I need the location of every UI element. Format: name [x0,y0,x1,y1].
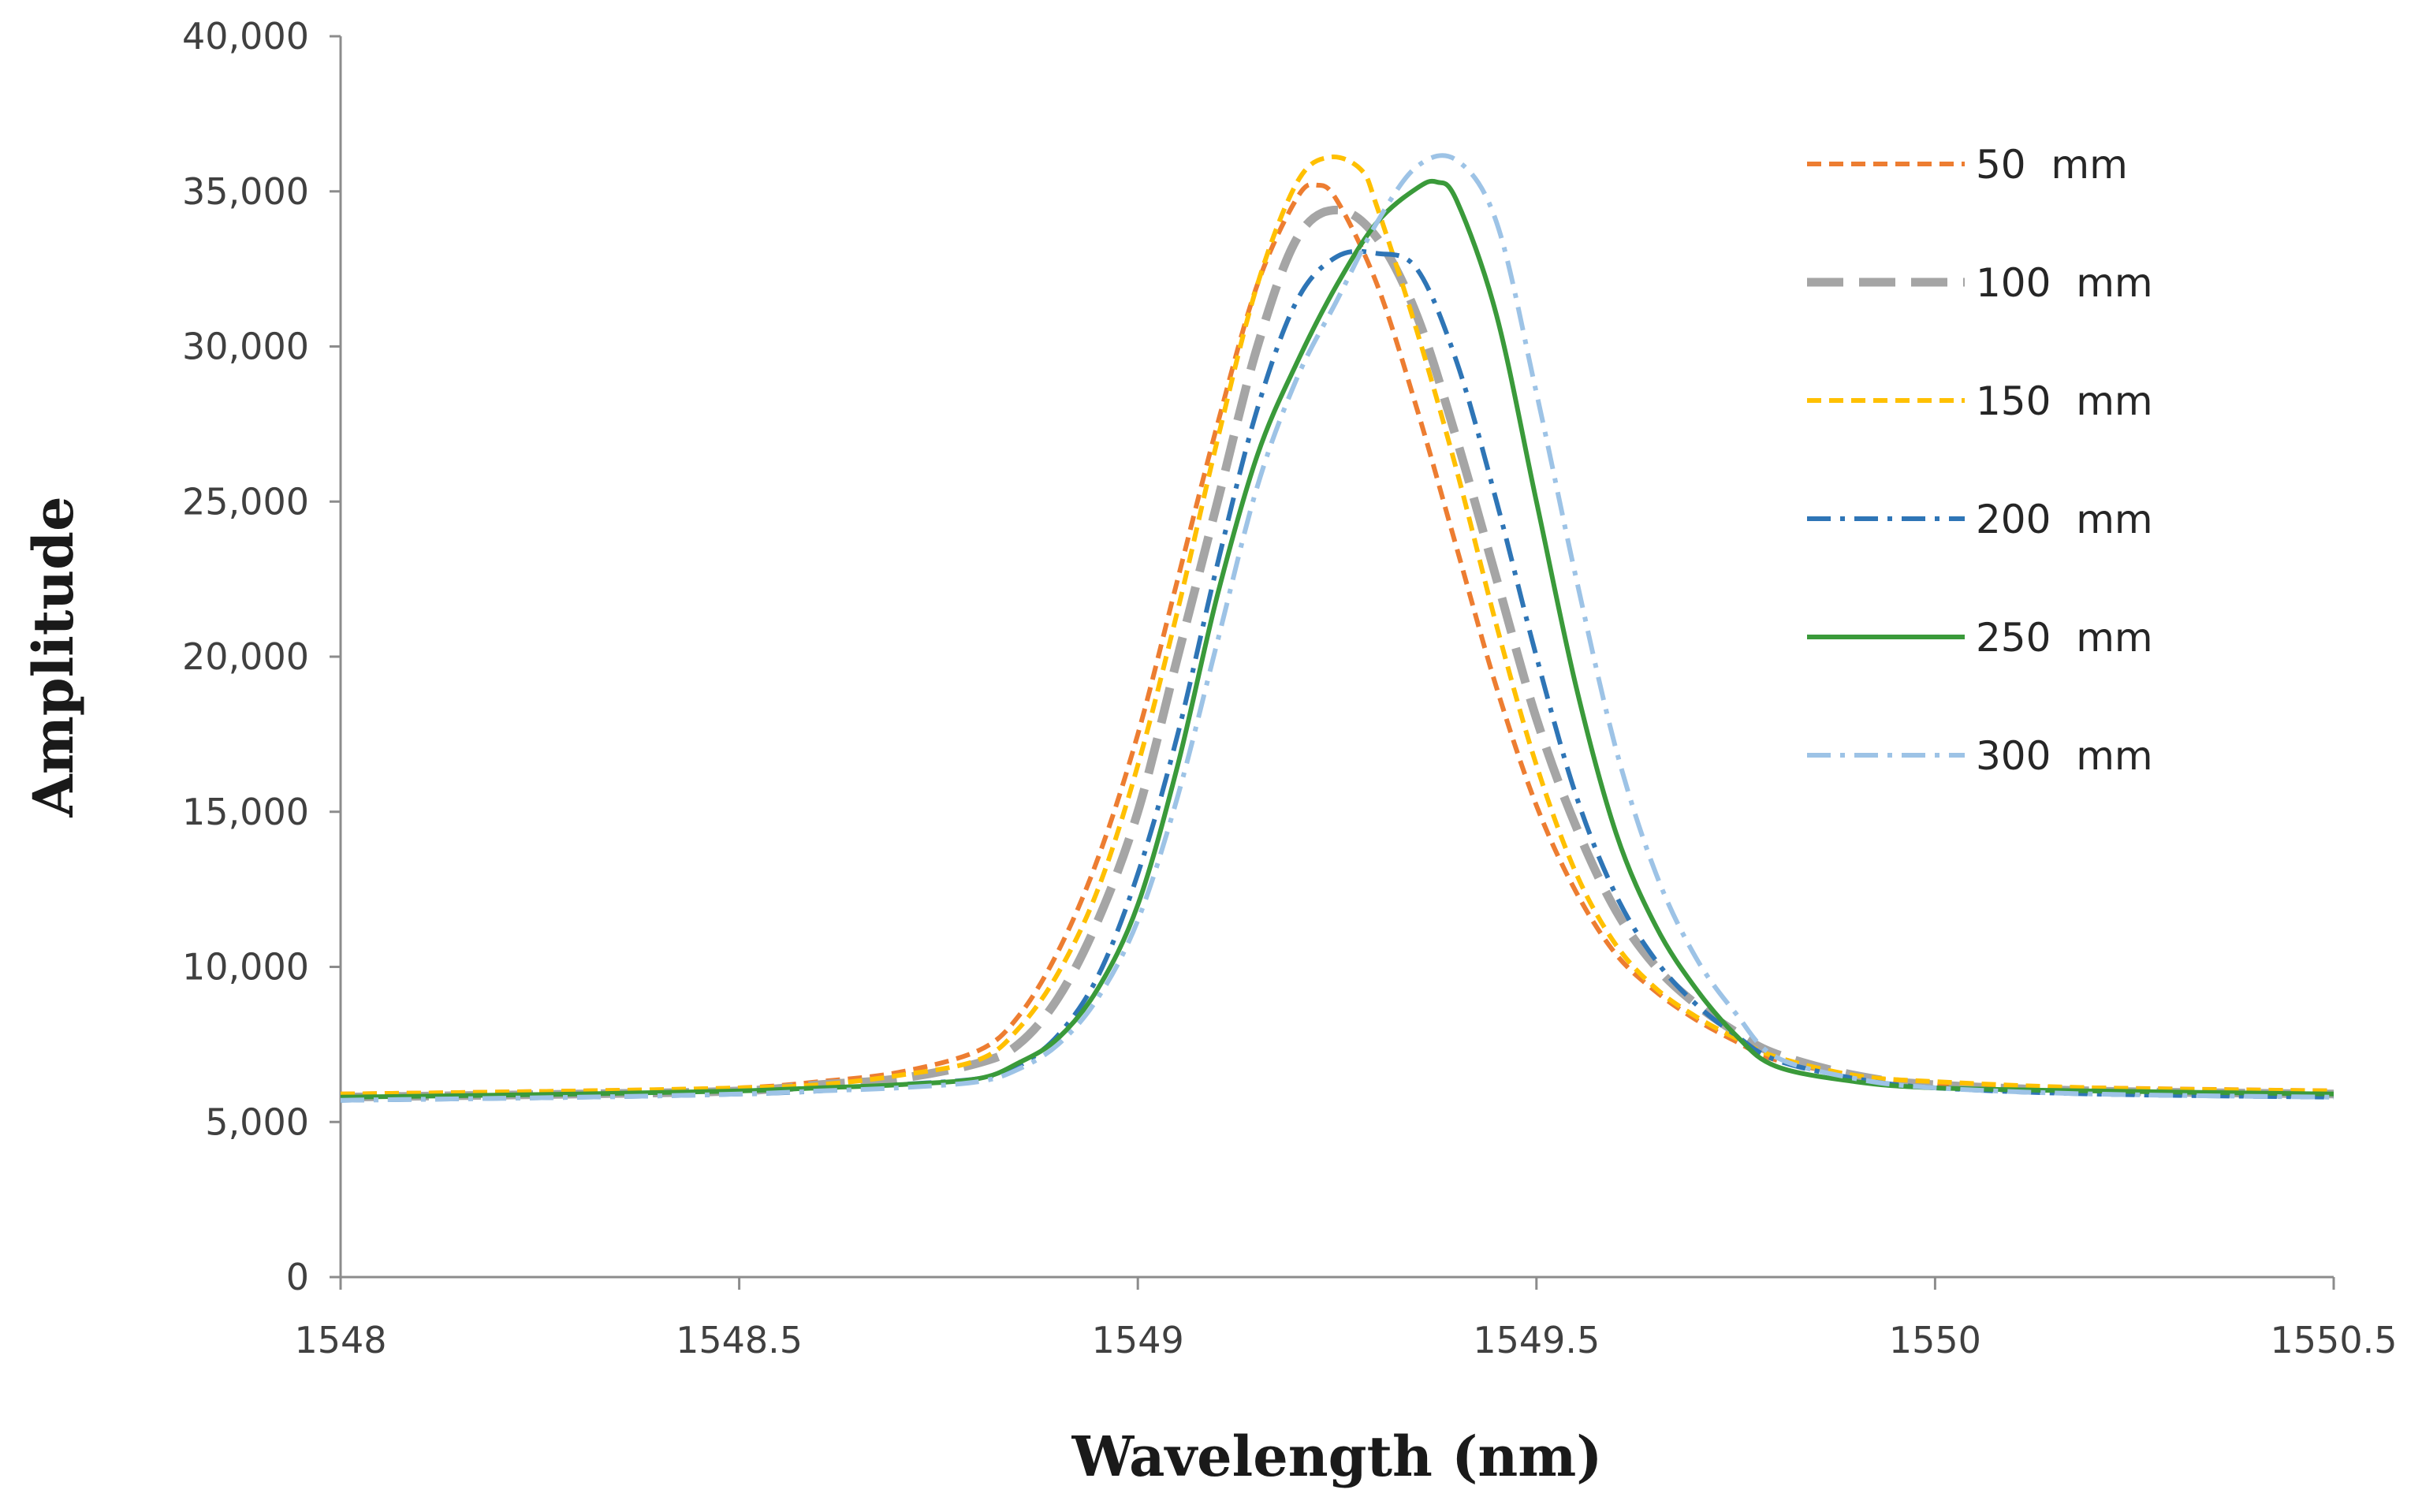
x-tick-label: 1548.5 [676,1319,803,1361]
y-axis-title: Amplitude [20,496,86,817]
x-tick-label: 1549 [1092,1319,1184,1361]
legend-label-5: 250 mm [1976,615,2153,661]
legend-label-4: 200 mm [1976,497,2153,542]
y-tick-label: 35,000 [182,170,309,213]
legend-label-3: 150 mm [1976,378,2153,424]
legend-label-1: 50 mm [1976,142,2128,188]
x-tick-label: 1548 [294,1319,386,1361]
y-tick-label: 0 [286,1256,309,1298]
x-tick-label: 1549.5 [1473,1319,1600,1361]
y-tick-label: 5,000 [205,1100,309,1143]
legend: 50 mm 100 mm 150 mm 200 mm 250 mm 300 mm [1807,142,2153,779]
y-tick-label: 20,000 [182,635,309,678]
series-line-2 [340,205,2334,1102]
y-tick-label: 25,000 [182,480,309,523]
x-axis-title: Wavelength (nm) [1071,1424,1603,1489]
plot-area [340,153,2334,1103]
series-line-6 [340,153,2334,1103]
y-tick-label: 15,000 [182,791,309,833]
legend-label-6: 300 mm [1976,733,2153,779]
x-tick-label: 1550.5 [2271,1319,2398,1361]
y-tick-label: 30,000 [182,326,309,368]
ticks: 0 5,000 10,000 15,000 20,000 25,000 30,000 35,0… [182,15,2397,1361]
legend-label-2: 100 mm [1976,260,2153,306]
x-tick-label: 1550 [1889,1319,1981,1361]
y-tick-label: 40,000 [182,15,309,58]
y-tick-label: 10,000 [182,946,309,989]
